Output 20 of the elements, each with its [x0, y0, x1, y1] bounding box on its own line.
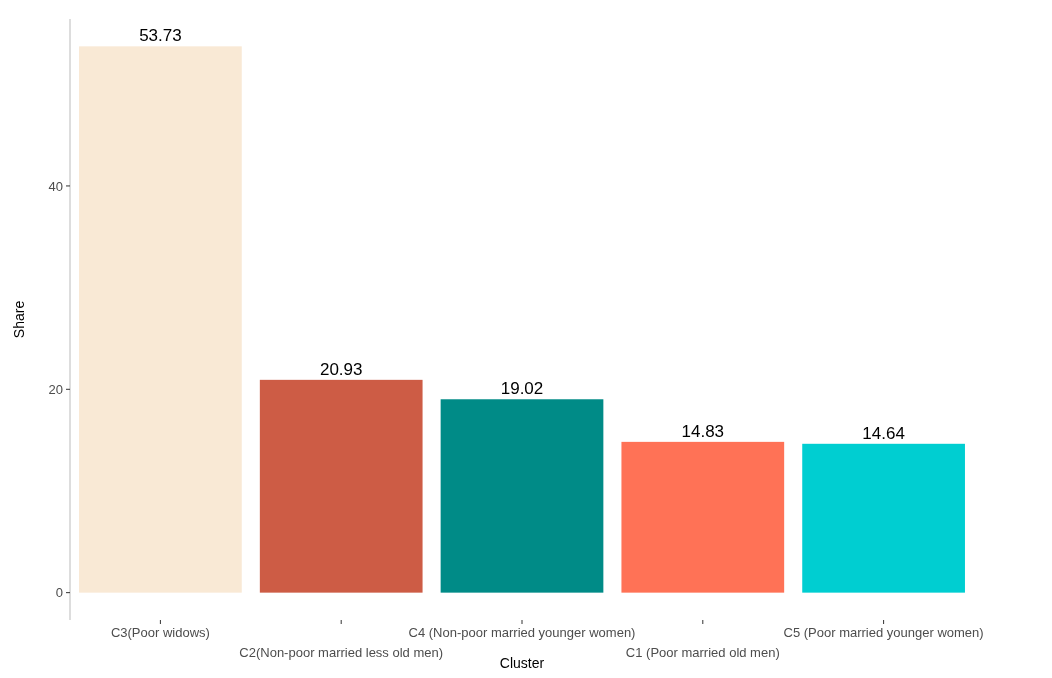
- bar: [79, 46, 242, 593]
- y-tick-label: 40: [48, 178, 63, 194]
- data-label: 14.83: [681, 421, 725, 441]
- bar: [802, 443, 965, 593]
- data-label: 20.93: [319, 359, 363, 379]
- bar: [440, 399, 604, 593]
- bar: [259, 379, 423, 593]
- bar: [621, 441, 785, 593]
- y-axis-title: Share: [11, 300, 27, 339]
- y-tick-label: 0: [55, 585, 63, 601]
- x-tick-label: C5 (Poor married younger women): [783, 625, 984, 640]
- data-label: 14.64: [862, 423, 905, 443]
- x-tick-label: C4 (Non-poor married younger women): [408, 625, 636, 640]
- x-tick-label: C2(Non-poor married less old men): [239, 645, 444, 660]
- y-tick-label: 20: [48, 381, 63, 397]
- x-tick-label: C1 (Poor married old men): [625, 645, 780, 660]
- x-axis-title: Cluster: [499, 655, 545, 671]
- data-label: 19.02: [500, 379, 544, 399]
- x-tick-label: C3(Poor widows): [110, 625, 210, 640]
- data-label: 53.73: [139, 26, 182, 46]
